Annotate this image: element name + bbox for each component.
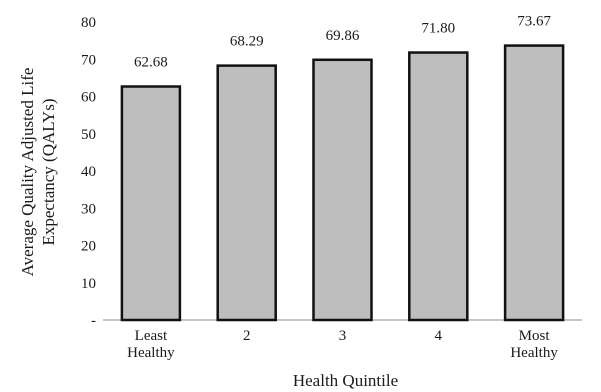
bars [120, 44, 565, 322]
bar [408, 51, 469, 322]
y-tick-label: 60 [81, 90, 96, 106]
category-label: 2 [243, 328, 251, 344]
data-labels: 62.68 68.29 69.86 71.80 73.67 [134, 14, 551, 71]
category-label: 3 [339, 328, 347, 344]
category-label: 4 [435, 328, 443, 344]
y-tick-label: 10 [81, 276, 96, 292]
data-label: 71.80 [421, 21, 455, 37]
y-tick-label: 70 [81, 52, 96, 68]
y-tick-label: 50 [81, 127, 96, 143]
data-label: 73.67 [517, 14, 551, 30]
y-tick-label: 40 [81, 164, 96, 180]
y-tick-label: 30 [81, 201, 96, 217]
bar [120, 85, 182, 322]
y-axis-title-text: Average Quality Adjusted Life Expectancy … [18, 68, 58, 277]
bar [216, 64, 277, 322]
data-label: 69.86 [326, 28, 360, 44]
y-axis-ticks: - 10 20 30 40 50 60 70 80 [81, 15, 96, 329]
y-tick-label: 20 [81, 239, 96, 255]
x-axis-category-labels: Least Healthy 2 3 4 Most Healthy [127, 328, 558, 361]
x-axis-title: Health Quintile [293, 371, 398, 390]
bar [503, 44, 565, 322]
y-tick-label: - [91, 313, 96, 329]
category-label: Most Healthy [510, 328, 558, 361]
data-label: 68.29 [230, 34, 264, 50]
category-label: Least Healthy [127, 328, 175, 361]
data-label: 62.68 [134, 55, 168, 71]
y-axis-title: Average Quality Adjusted Life Expectancy … [18, 68, 58, 277]
bar [312, 58, 373, 322]
y-tick-label: 80 [81, 15, 96, 31]
